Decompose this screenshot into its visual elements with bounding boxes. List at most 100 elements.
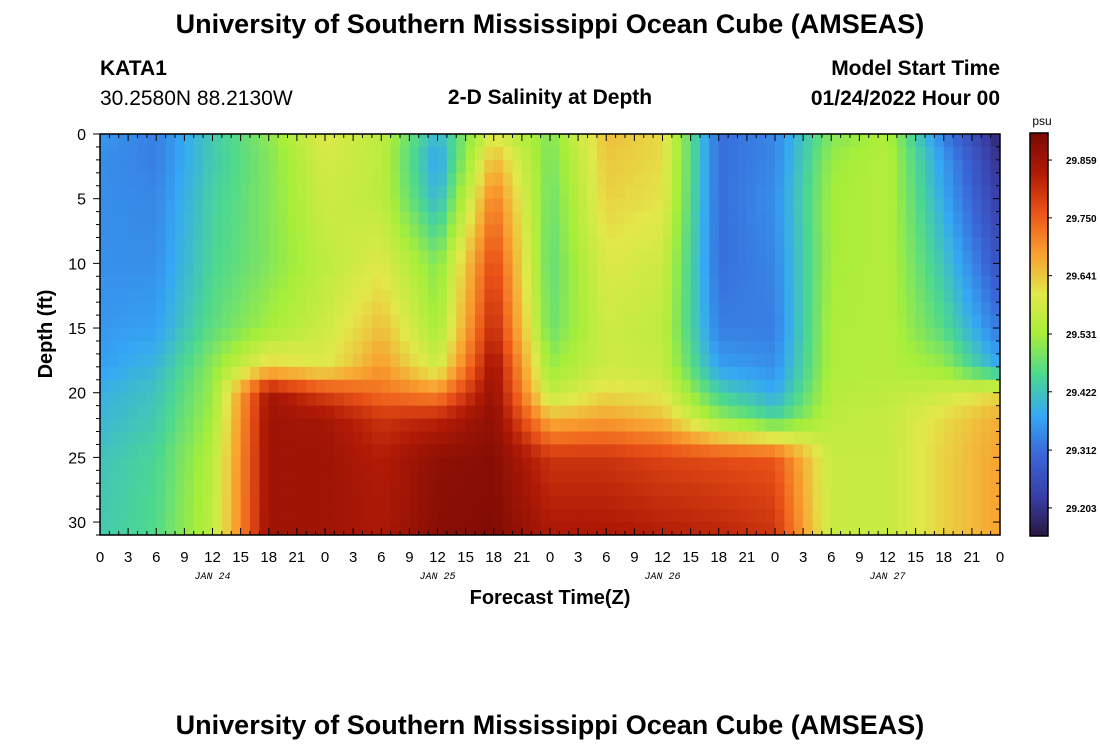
heatmap-cell: [821, 276, 832, 290]
heatmap-cell: [812, 379, 823, 394]
heatmap-cell: [765, 198, 776, 213]
heatmap-cell: [128, 483, 139, 497]
heatmap-cell: [850, 159, 860, 174]
heatmap-cell: [250, 263, 260, 277]
heatmap-cell: [775, 159, 785, 174]
heatmap-cell: [362, 172, 373, 187]
heatmap-cell: [906, 289, 917, 303]
heatmap-cell: [446, 172, 457, 187]
heatmap-cell: [428, 405, 439, 420]
heatmap-cell: [737, 392, 748, 407]
heatmap-cell: [128, 315, 139, 329]
heatmap-cell: [240, 470, 251, 484]
heatmap-cell: [906, 340, 917, 355]
heatmap-cell: [906, 159, 917, 174]
heatmap-cell: [634, 405, 645, 420]
heatmap-cell: [146, 250, 157, 264]
heatmap-cell: [446, 366, 457, 381]
heatmap-cell: [615, 159, 626, 174]
heatmap-cell: [831, 159, 842, 174]
heatmap-cell: [878, 134, 889, 148]
heatmap-cell: [775, 289, 785, 303]
heatmap-cell: [353, 353, 364, 368]
heatmap-cell: [137, 172, 148, 187]
x-tick-label: 6: [152, 549, 160, 566]
heatmap-cell: [690, 172, 701, 187]
heatmap-cell: [896, 340, 907, 355]
heatmap-cell: [465, 250, 476, 264]
heatmap-cell: [925, 509, 935, 523]
x-tick-label: 15: [457, 549, 474, 566]
heatmap-cell: [165, 405, 176, 420]
heatmap-cell: [728, 276, 739, 290]
heatmap-cell: [568, 302, 579, 316]
heatmap-cell: [700, 366, 710, 381]
heatmap-cell: [662, 379, 673, 394]
heatmap-cell: [653, 418, 664, 433]
heatmap-cell: [268, 431, 279, 446]
heatmap-cell: [578, 470, 589, 484]
heatmap-cell: [793, 444, 804, 458]
heatmap-cell: [765, 276, 776, 290]
heatmap-cell: [615, 366, 626, 381]
heatmap-cell: [550, 134, 560, 148]
heatmap-cell: [362, 444, 373, 458]
heatmap-cell: [625, 276, 635, 290]
heatmap-cell: [606, 315, 617, 329]
heatmap-cell: [775, 172, 785, 187]
heatmap-cell: [296, 224, 307, 239]
heatmap-cell: [100, 276, 110, 290]
heatmap-cell: [953, 289, 964, 303]
heatmap-cell: [400, 353, 410, 368]
heatmap-cell: [709, 379, 720, 394]
heatmap-cell: [165, 328, 176, 342]
heatmap-cell: [878, 159, 889, 174]
heatmap-cell: [334, 172, 345, 187]
heatmap-cell: [446, 405, 457, 420]
heatmap-cell: [803, 172, 814, 187]
heatmap-cell: [334, 522, 345, 535]
heatmap-cell: [128, 444, 139, 458]
heatmap-cell: [793, 379, 804, 394]
heatmap-cell: [137, 185, 148, 200]
heatmap-cell: [700, 172, 710, 187]
heatmap-cell: [700, 328, 710, 342]
heatmap-cell: [362, 146, 373, 161]
heatmap-cell: [334, 302, 345, 316]
heatmap-cell: [578, 146, 589, 161]
heatmap-cell: [990, 392, 1000, 407]
heatmap-cell: [990, 470, 1000, 484]
heatmap-cell: [540, 302, 551, 316]
heatmap-cell: [746, 470, 757, 484]
heatmap-cell: [934, 237, 945, 252]
heatmap-cell: [343, 470, 354, 484]
heatmap-cell: [362, 302, 373, 316]
heatmap-cell: [146, 276, 157, 290]
heatmap-cell: [662, 483, 673, 497]
heatmap-cell: [165, 224, 176, 239]
heatmap-cell: [371, 522, 382, 535]
heatmap-cell: [775, 263, 785, 277]
heatmap-cell: [625, 263, 635, 277]
heatmap-cell: [681, 366, 692, 381]
heatmap-cell: [334, 392, 345, 407]
heatmap-cell: [915, 483, 926, 497]
heatmap-cell: [634, 366, 645, 381]
heatmap-cell: [371, 366, 382, 381]
heatmap-cell: [231, 263, 242, 277]
heatmap-cell: [784, 276, 795, 290]
heatmap-cell: [184, 328, 195, 342]
heatmap-cell: [840, 146, 851, 161]
heatmap-cell: [859, 340, 870, 355]
heatmap-cell: [737, 340, 748, 355]
heatmap-cell: [737, 250, 748, 264]
heatmap-cell: [334, 289, 345, 303]
heatmap-cell: [221, 509, 232, 523]
heatmap-cell: [859, 353, 870, 368]
heatmap-cell: [362, 366, 373, 381]
heatmap-cell: [896, 509, 907, 523]
heatmap-cell: [821, 159, 832, 174]
heatmap-cell: [718, 392, 729, 407]
heatmap-cell: [578, 276, 589, 290]
heatmap-cell: [793, 405, 804, 420]
